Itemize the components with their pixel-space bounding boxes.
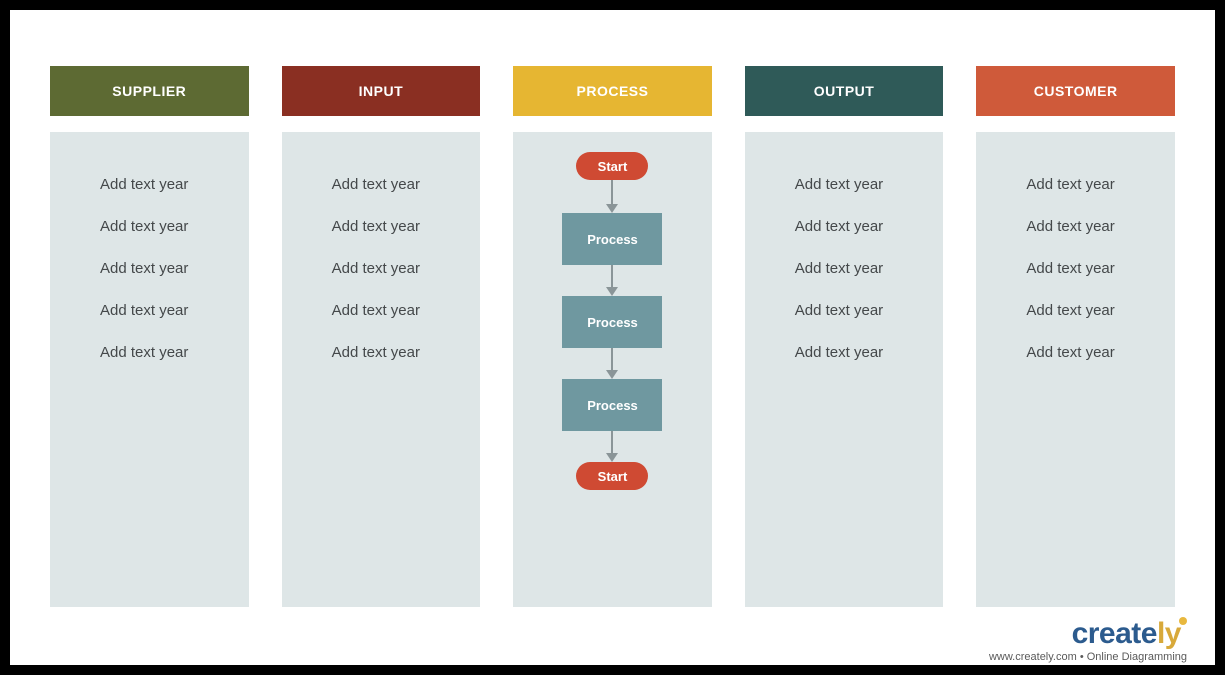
- arrowhead-icon: [606, 370, 618, 379]
- column-body-customer: Add text year Add text year Add text year A…: [976, 132, 1175, 607]
- list-item[interactable]: Add text year: [795, 345, 944, 360]
- list-item[interactable]: Add text year: [1026, 219, 1175, 234]
- list-item[interactable]: Add text year: [795, 303, 944, 318]
- list-item[interactable]: Add text year: [100, 219, 249, 234]
- column-header-process: PROCESS: [513, 66, 712, 116]
- list-item[interactable]: Add text year: [100, 261, 249, 276]
- text-list: Add text year Add text year Add text year A…: [976, 177, 1175, 360]
- column-header-customer: CUSTOMER: [976, 66, 1175, 116]
- list-item[interactable]: Add text year: [332, 177, 481, 192]
- list-item[interactable]: Add text year: [100, 345, 249, 360]
- flow-arrow: [606, 431, 618, 462]
- column-header-supplier: SUPPLIER: [50, 66, 249, 116]
- list-item[interactable]: Add text year: [332, 261, 481, 276]
- flow-arrow: [606, 265, 618, 296]
- footer-tagline: www.creately.com • Online Diagramming: [989, 651, 1187, 663]
- flow-process[interactable]: Process: [562, 213, 662, 265]
- list-item[interactable]: Add text year: [100, 303, 249, 318]
- column-body-process: Start Process Process Process Start: [513, 132, 712, 607]
- column-customer: CUSTOMERAdd text yearAdd text yearAdd te…: [976, 66, 1175, 607]
- list-item[interactable]: Add text year: [332, 219, 481, 234]
- list-item[interactable]: Add text year: [795, 177, 944, 192]
- flowchart: Start Process Process Process Start: [513, 152, 712, 490]
- column-body-output: Add text year Add text year Add text year A…: [745, 132, 944, 607]
- flow-arrow: [606, 180, 618, 213]
- column-output: OUTPUTAdd text yearAdd text yearAdd text…: [745, 66, 944, 607]
- arrowhead-icon: [606, 287, 618, 296]
- footer: creately www.creately.com • Online Diagr…: [989, 619, 1187, 663]
- column-body-input: Add text year Add text year Add text year A…: [282, 132, 481, 607]
- text-list: Add text year Add text year Add text year A…: [745, 177, 944, 360]
- bulb-icon: [1179, 617, 1187, 625]
- sipoc-columns: SUPPLIERAdd text yearAdd text yearAdd te…: [10, 10, 1215, 607]
- flow-terminator[interactable]: Start: [576, 152, 648, 180]
- flow-process[interactable]: Process: [562, 296, 662, 348]
- flow-terminator[interactable]: Start: [576, 462, 648, 490]
- text-list: Add text year Add text year Add text year A…: [50, 177, 249, 360]
- column-input: INPUTAdd text yearAdd text yearAdd text …: [282, 66, 481, 607]
- list-item[interactable]: Add text year: [1026, 345, 1175, 360]
- list-item[interactable]: Add text year: [795, 219, 944, 234]
- list-item[interactable]: Add text year: [332, 303, 481, 318]
- list-item[interactable]: Add text year: [100, 177, 249, 192]
- list-item[interactable]: Add text year: [795, 261, 944, 276]
- list-item[interactable]: Add text year: [1026, 303, 1175, 318]
- column-process: PROCESS Start Process Process Process Start: [513, 66, 712, 607]
- list-item[interactable]: Add text year: [1026, 177, 1175, 192]
- column-header-output: OUTPUT: [745, 66, 944, 116]
- column-supplier: SUPPLIERAdd text yearAdd text yearAdd te…: [50, 66, 249, 607]
- brand-logo: creately: [989, 619, 1187, 649]
- list-item[interactable]: Add text year: [1026, 261, 1175, 276]
- text-list: Add text year Add text year Add text year A…: [282, 177, 481, 360]
- list-item[interactable]: Add text year: [332, 345, 481, 360]
- arrowhead-icon: [606, 204, 618, 213]
- diagram-canvas: SUPPLIERAdd text yearAdd text yearAdd te…: [10, 10, 1215, 665]
- brand-part1: create: [1072, 617, 1157, 650]
- flow-process[interactable]: Process: [562, 379, 662, 431]
- column-header-input: INPUT: [282, 66, 481, 116]
- flow-arrow: [606, 348, 618, 379]
- brand-part2: ly: [1157, 617, 1181, 650]
- column-body-supplier: Add text year Add text year Add text year A…: [50, 132, 249, 607]
- arrowhead-icon: [606, 453, 618, 462]
